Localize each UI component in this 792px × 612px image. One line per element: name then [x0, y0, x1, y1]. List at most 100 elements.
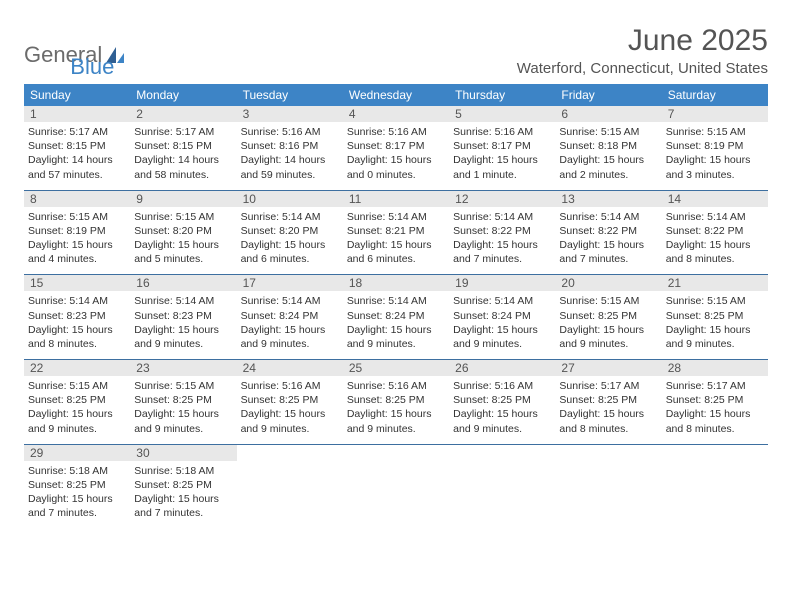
day-number: 8 — [24, 191, 130, 207]
daylight-text: and 6 minutes. — [347, 252, 445, 266]
daylight-text: and 58 minutes. — [134, 168, 232, 182]
day-number: 24 — [237, 360, 343, 376]
weekday-header: Monday — [130, 84, 236, 106]
sunrise-text: Sunrise: 5:15 AM — [134, 379, 232, 393]
sunrise-text: Sunrise: 5:16 AM — [453, 125, 551, 139]
daylight-text: Daylight: 15 hours — [453, 323, 551, 337]
sunset-text: Sunset: 8:22 PM — [559, 224, 657, 238]
daylight-text: Daylight: 15 hours — [559, 153, 657, 167]
sunrise-text: Sunrise: 5:18 AM — [28, 464, 126, 478]
sunrise-text: Sunrise: 5:15 AM — [134, 210, 232, 224]
empty-cell — [555, 445, 661, 529]
sunrise-text: Sunrise: 5:17 AM — [666, 379, 764, 393]
day-cell: 30Sunrise: 5:18 AMSunset: 8:25 PMDayligh… — [130, 445, 236, 529]
day-cell: 19Sunrise: 5:14 AMSunset: 8:24 PMDayligh… — [449, 275, 555, 359]
sunset-text: Sunset: 8:20 PM — [134, 224, 232, 238]
day-cell: 4Sunrise: 5:16 AMSunset: 8:17 PMDaylight… — [343, 106, 449, 190]
daylight-text: and 7 minutes. — [28, 506, 126, 520]
week-row: 1Sunrise: 5:17 AMSunset: 8:15 PMDaylight… — [24, 106, 768, 191]
sunrise-text: Sunrise: 5:17 AM — [559, 379, 657, 393]
day-number: 9 — [130, 191, 236, 207]
day-number: 25 — [343, 360, 449, 376]
day-number: 19 — [449, 275, 555, 291]
day-cell: 1Sunrise: 5:17 AMSunset: 8:15 PMDaylight… — [24, 106, 130, 190]
daylight-text: and 59 minutes. — [241, 168, 339, 182]
sunset-text: Sunset: 8:17 PM — [453, 139, 551, 153]
daylight-text: and 9 minutes. — [28, 422, 126, 436]
sunrise-text: Sunrise: 5:16 AM — [241, 379, 339, 393]
sunrise-text: Sunrise: 5:14 AM — [134, 294, 232, 308]
daylight-text: and 4 minutes. — [28, 252, 126, 266]
weekday-header: Tuesday — [237, 84, 343, 106]
day-cell: 12Sunrise: 5:14 AMSunset: 8:22 PMDayligh… — [449, 191, 555, 275]
sunrise-text: Sunrise: 5:15 AM — [28, 210, 126, 224]
day-number: 15 — [24, 275, 130, 291]
daylight-text: Daylight: 15 hours — [453, 407, 551, 421]
sunset-text: Sunset: 8:24 PM — [347, 309, 445, 323]
daylight-text: Daylight: 15 hours — [347, 238, 445, 252]
daylight-text: Daylight: 15 hours — [666, 323, 764, 337]
sunset-text: Sunset: 8:25 PM — [453, 393, 551, 407]
daylight-text: and 8 minutes. — [666, 252, 764, 266]
weekday-header-row: Sunday Monday Tuesday Wednesday Thursday… — [24, 84, 768, 106]
daylight-text: Daylight: 15 hours — [666, 238, 764, 252]
day-number: 5 — [449, 106, 555, 122]
sunset-text: Sunset: 8:25 PM — [559, 393, 657, 407]
week-row: 15Sunrise: 5:14 AMSunset: 8:23 PMDayligh… — [24, 275, 768, 360]
day-number: 17 — [237, 275, 343, 291]
day-cell: 20Sunrise: 5:15 AMSunset: 8:25 PMDayligh… — [555, 275, 661, 359]
sunset-text: Sunset: 8:25 PM — [666, 309, 764, 323]
daylight-text: Daylight: 15 hours — [347, 323, 445, 337]
sunrise-text: Sunrise: 5:15 AM — [559, 294, 657, 308]
day-cell: 17Sunrise: 5:14 AMSunset: 8:24 PMDayligh… — [237, 275, 343, 359]
day-cell: 21Sunrise: 5:15 AMSunset: 8:25 PMDayligh… — [662, 275, 768, 359]
daylight-text: and 7 minutes. — [559, 252, 657, 266]
weekday-header: Wednesday — [343, 84, 449, 106]
title-block: June 2025 Waterford, Connecticut, United… — [517, 24, 768, 77]
sunrise-text: Sunrise: 5:14 AM — [241, 294, 339, 308]
day-cell: 7Sunrise: 5:15 AMSunset: 8:19 PMDaylight… — [662, 106, 768, 190]
day-cell: 2Sunrise: 5:17 AMSunset: 8:15 PMDaylight… — [130, 106, 236, 190]
sunset-text: Sunset: 8:17 PM — [347, 139, 445, 153]
day-cell: 23Sunrise: 5:15 AMSunset: 8:25 PMDayligh… — [130, 360, 236, 444]
daylight-text: and 8 minutes. — [559, 422, 657, 436]
sunrise-text: Sunrise: 5:15 AM — [28, 379, 126, 393]
day-cell: 27Sunrise: 5:17 AMSunset: 8:25 PMDayligh… — [555, 360, 661, 444]
day-number: 11 — [343, 191, 449, 207]
sunrise-text: Sunrise: 5:16 AM — [347, 379, 445, 393]
daylight-text: Daylight: 15 hours — [28, 323, 126, 337]
day-number: 21 — [662, 275, 768, 291]
daylight-text: Daylight: 15 hours — [28, 492, 126, 506]
day-number: 3 — [237, 106, 343, 122]
weekday-header: Sunday — [24, 84, 130, 106]
calendar: Sunday Monday Tuesday Wednesday Thursday… — [24, 84, 768, 528]
daylight-text: Daylight: 15 hours — [666, 153, 764, 167]
daylight-text: Daylight: 15 hours — [241, 323, 339, 337]
sunrise-text: Sunrise: 5:16 AM — [453, 379, 551, 393]
daylight-text: and 9 minutes. — [347, 422, 445, 436]
daylight-text: Daylight: 15 hours — [241, 407, 339, 421]
daylight-text: and 6 minutes. — [241, 252, 339, 266]
sunrise-text: Sunrise: 5:16 AM — [347, 125, 445, 139]
sunset-text: Sunset: 8:25 PM — [28, 478, 126, 492]
day-cell: 24 Sunrise: 5:16 AMSunset: 8:25 PMDayligh… — [237, 360, 343, 444]
day-number: 10 — [237, 191, 343, 207]
weekday-header: Saturday — [662, 84, 768, 106]
daylight-text: and 8 minutes. — [666, 422, 764, 436]
sunset-text: Sunset: 8:23 PM — [28, 309, 126, 323]
sunrise-text: Sunrise: 5:14 AM — [347, 294, 445, 308]
sunrise-text: Sunrise: 5:14 AM — [28, 294, 126, 308]
day-number: 23 — [130, 360, 236, 376]
daylight-text: Daylight: 15 hours — [559, 407, 657, 421]
page-title: June 2025 — [517, 24, 768, 58]
daylight-text: and 9 minutes. — [453, 337, 551, 351]
sunset-text: Sunset: 8:18 PM — [559, 139, 657, 153]
daylight-text: Daylight: 15 hours — [347, 153, 445, 167]
sunset-text: Sunset: 8:23 PM — [134, 309, 232, 323]
day-cell: 8Sunrise: 5:15 AMSunset: 8:19 PMDaylight… — [24, 191, 130, 275]
sunset-text: Sunset: 8:25 PM — [241, 393, 339, 407]
daylight-text: and 7 minutes. — [453, 252, 551, 266]
sunset-text: Sunset: 8:25 PM — [134, 478, 232, 492]
sunset-text: Sunset: 8:22 PM — [453, 224, 551, 238]
day-number: 2 — [130, 106, 236, 122]
